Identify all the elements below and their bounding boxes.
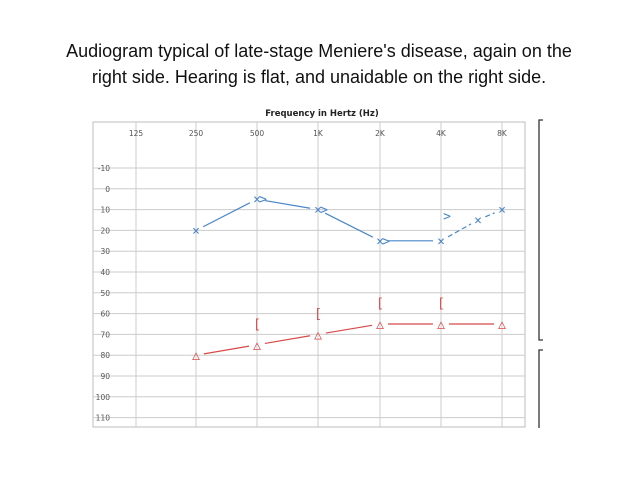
series-line-segment: [485, 212, 495, 218]
caption-line-2: right side. Hearing is flat, and unaidab…: [91, 67, 547, 87]
right-bracket-upper: [538, 119, 543, 341]
y-tick-label: 10: [100, 206, 110, 215]
series-lines: [202, 199, 495, 355]
series-line-segment: [203, 345, 250, 355]
series-line-segment: [325, 324, 373, 334]
x-tick-label: 250: [189, 129, 204, 138]
x-tick-label: 500: [250, 129, 265, 138]
slide-caption: Audiogram typical of late-stage Meniere'…: [20, 38, 618, 90]
data-point-marker: △: [253, 338, 261, 353]
x-tick-label: 125: [129, 129, 144, 138]
y-tick-label: 50: [100, 289, 110, 298]
y-tick-label: 70: [100, 330, 110, 339]
data-point-marker: ×: [192, 224, 200, 239]
data-point-marker: △: [376, 318, 384, 333]
data-point-marker: >: [443, 209, 451, 224]
y-tick-label: 0: [105, 185, 110, 194]
data-point-marker: ×: [437, 234, 445, 249]
data-point-marker: △: [192, 349, 200, 364]
series-line-segment: [264, 199, 311, 209]
y-tick-label: -10: [98, 164, 110, 173]
x-tick-label: 4K: [436, 129, 447, 138]
x-tick-labels: 125 250 500 1K 2K 4K 8K: [129, 129, 508, 138]
data-point-marker: △: [498, 318, 506, 333]
data-point-marker: [: [253, 318, 261, 333]
x-tick-label: 1K: [313, 129, 324, 138]
x-axis-title: Frequency in Hertz (Hz): [265, 109, 379, 119]
data-point-marker: ×: [498, 203, 506, 218]
y-tick-label: 80: [100, 351, 110, 360]
series-line-segment: [447, 223, 472, 238]
caption-line-1: Audiogram typical of late-stage Meniere'…: [66, 41, 572, 61]
data-point-marker: >: [259, 193, 267, 208]
series-line-segment: [324, 212, 374, 238]
data-point-marker: [: [376, 297, 384, 312]
series-line-segment: [202, 202, 251, 228]
y-tick-label: 60: [100, 310, 110, 319]
data-point-marker: [: [437, 297, 445, 312]
data-point-marker: △: [437, 318, 445, 333]
y-tick-label: 20: [100, 226, 110, 235]
y-tick-label: 110: [96, 414, 111, 423]
y-tick-label: 90: [100, 372, 110, 381]
y-tick-labels: -10 0 10 20 30 40 50 60 70 80 90 100 110: [96, 164, 111, 423]
data-point-marker: [: [314, 307, 322, 322]
y-tick-label: 30: [100, 247, 110, 256]
data-point-marker: >: [382, 234, 390, 249]
data-point-marker: ×: [314, 203, 322, 218]
data-point-marker: △: [314, 328, 322, 343]
x-tick-label: 2K: [375, 129, 386, 138]
series-line-segment: [264, 335, 311, 345]
data-point-marker: ×: [376, 234, 384, 249]
data-point-marker: ×: [253, 193, 261, 208]
data-point-marker: >: [320, 203, 328, 218]
data-point-marker: ×: [474, 214, 482, 229]
x-tick-label: 8K: [497, 129, 508, 138]
right-bracket-lower: [538, 349, 543, 428]
grid: [93, 122, 525, 427]
series-markers: ×××× ×××>>>>△△△△ △ △[[[[: [192, 193, 506, 364]
y-tick-label: 40: [100, 268, 110, 277]
y-tick-label: 100: [96, 393, 111, 402]
